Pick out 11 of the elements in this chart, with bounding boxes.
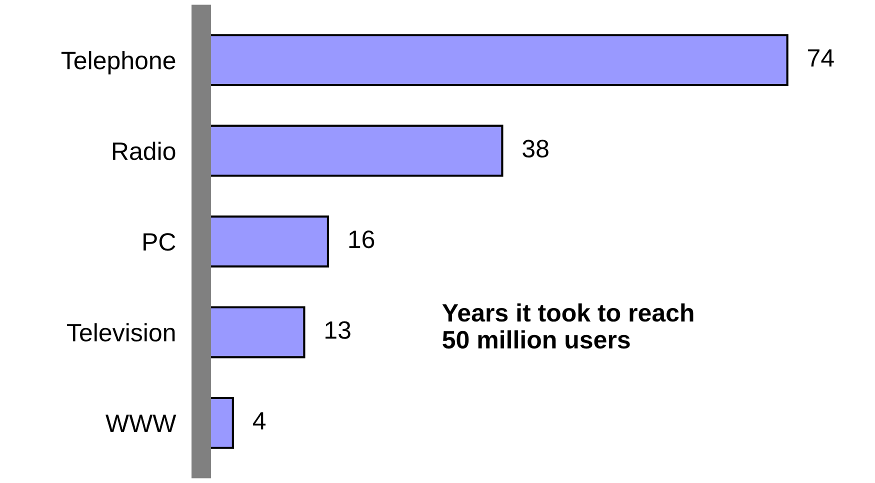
data-label: 16: [349, 230, 374, 248]
data-label: 74: [808, 49, 834, 67]
data-label: 38: [522, 140, 548, 158]
annotation: Years it took to reach 50 million users: [442, 303, 694, 349]
y-tick-label: Television: [67, 323, 175, 342]
data-label: 4: [252, 412, 266, 430]
y-tick-label: PC: [144, 233, 176, 251]
y-tick-label: WWW: [106, 414, 176, 432]
data-label: 13: [326, 321, 350, 339]
y-tick-label: Radio: [112, 142, 176, 160]
y-tick-label: Telephone: [61, 51, 176, 74]
